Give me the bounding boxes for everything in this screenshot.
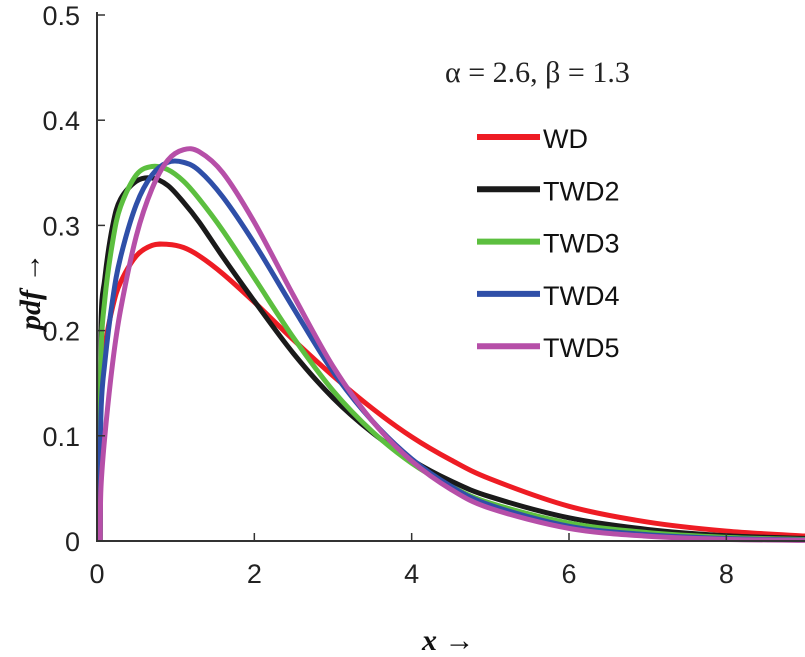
y-tick-label: 0.1 <box>42 422 80 452</box>
y-tick-label: 0.5 <box>42 1 80 31</box>
legend-label-twd2: TWD2 <box>543 176 620 206</box>
legend: WD TWD2 TWD3 TWD4 TWD5 <box>477 124 620 363</box>
y-tick-label: 0.4 <box>42 106 80 136</box>
legend-label-twd3: TWD3 <box>543 229 620 259</box>
x-tick-label: 8 <box>719 559 734 589</box>
legend-label-wd: WD <box>543 124 588 154</box>
series-line-twd5 <box>97 146 805 543</box>
y-axis-label: pdf → <box>14 253 47 334</box>
x-tick-label: 0 <box>89 559 104 589</box>
y-tick-label: 0.3 <box>42 211 80 241</box>
legend-label-twd5: TWD5 <box>543 333 620 363</box>
x-ticks: 0 2 4 6 8 <box>89 533 734 589</box>
parameter-annotation: α = 2.6, β = 1.3 <box>445 56 630 89</box>
y-tick-label: 0 <box>65 527 80 557</box>
series-line-twd3 <box>97 163 805 542</box>
legend-label-twd4: TWD4 <box>543 281 620 311</box>
x-axis-label: x → <box>421 624 475 657</box>
x-tick-label: 6 <box>561 559 576 589</box>
series-curves <box>97 146 805 543</box>
x-tick-label: 4 <box>404 559 419 589</box>
x-tick-label: 2 <box>247 559 262 589</box>
series-line-wd <box>97 241 805 542</box>
y-tick-label: 0.2 <box>42 317 80 347</box>
y-ticks: 0 0.1 0.2 0.3 0.4 0.5 <box>42 1 105 557</box>
series-line-twd2 <box>97 175 805 542</box>
